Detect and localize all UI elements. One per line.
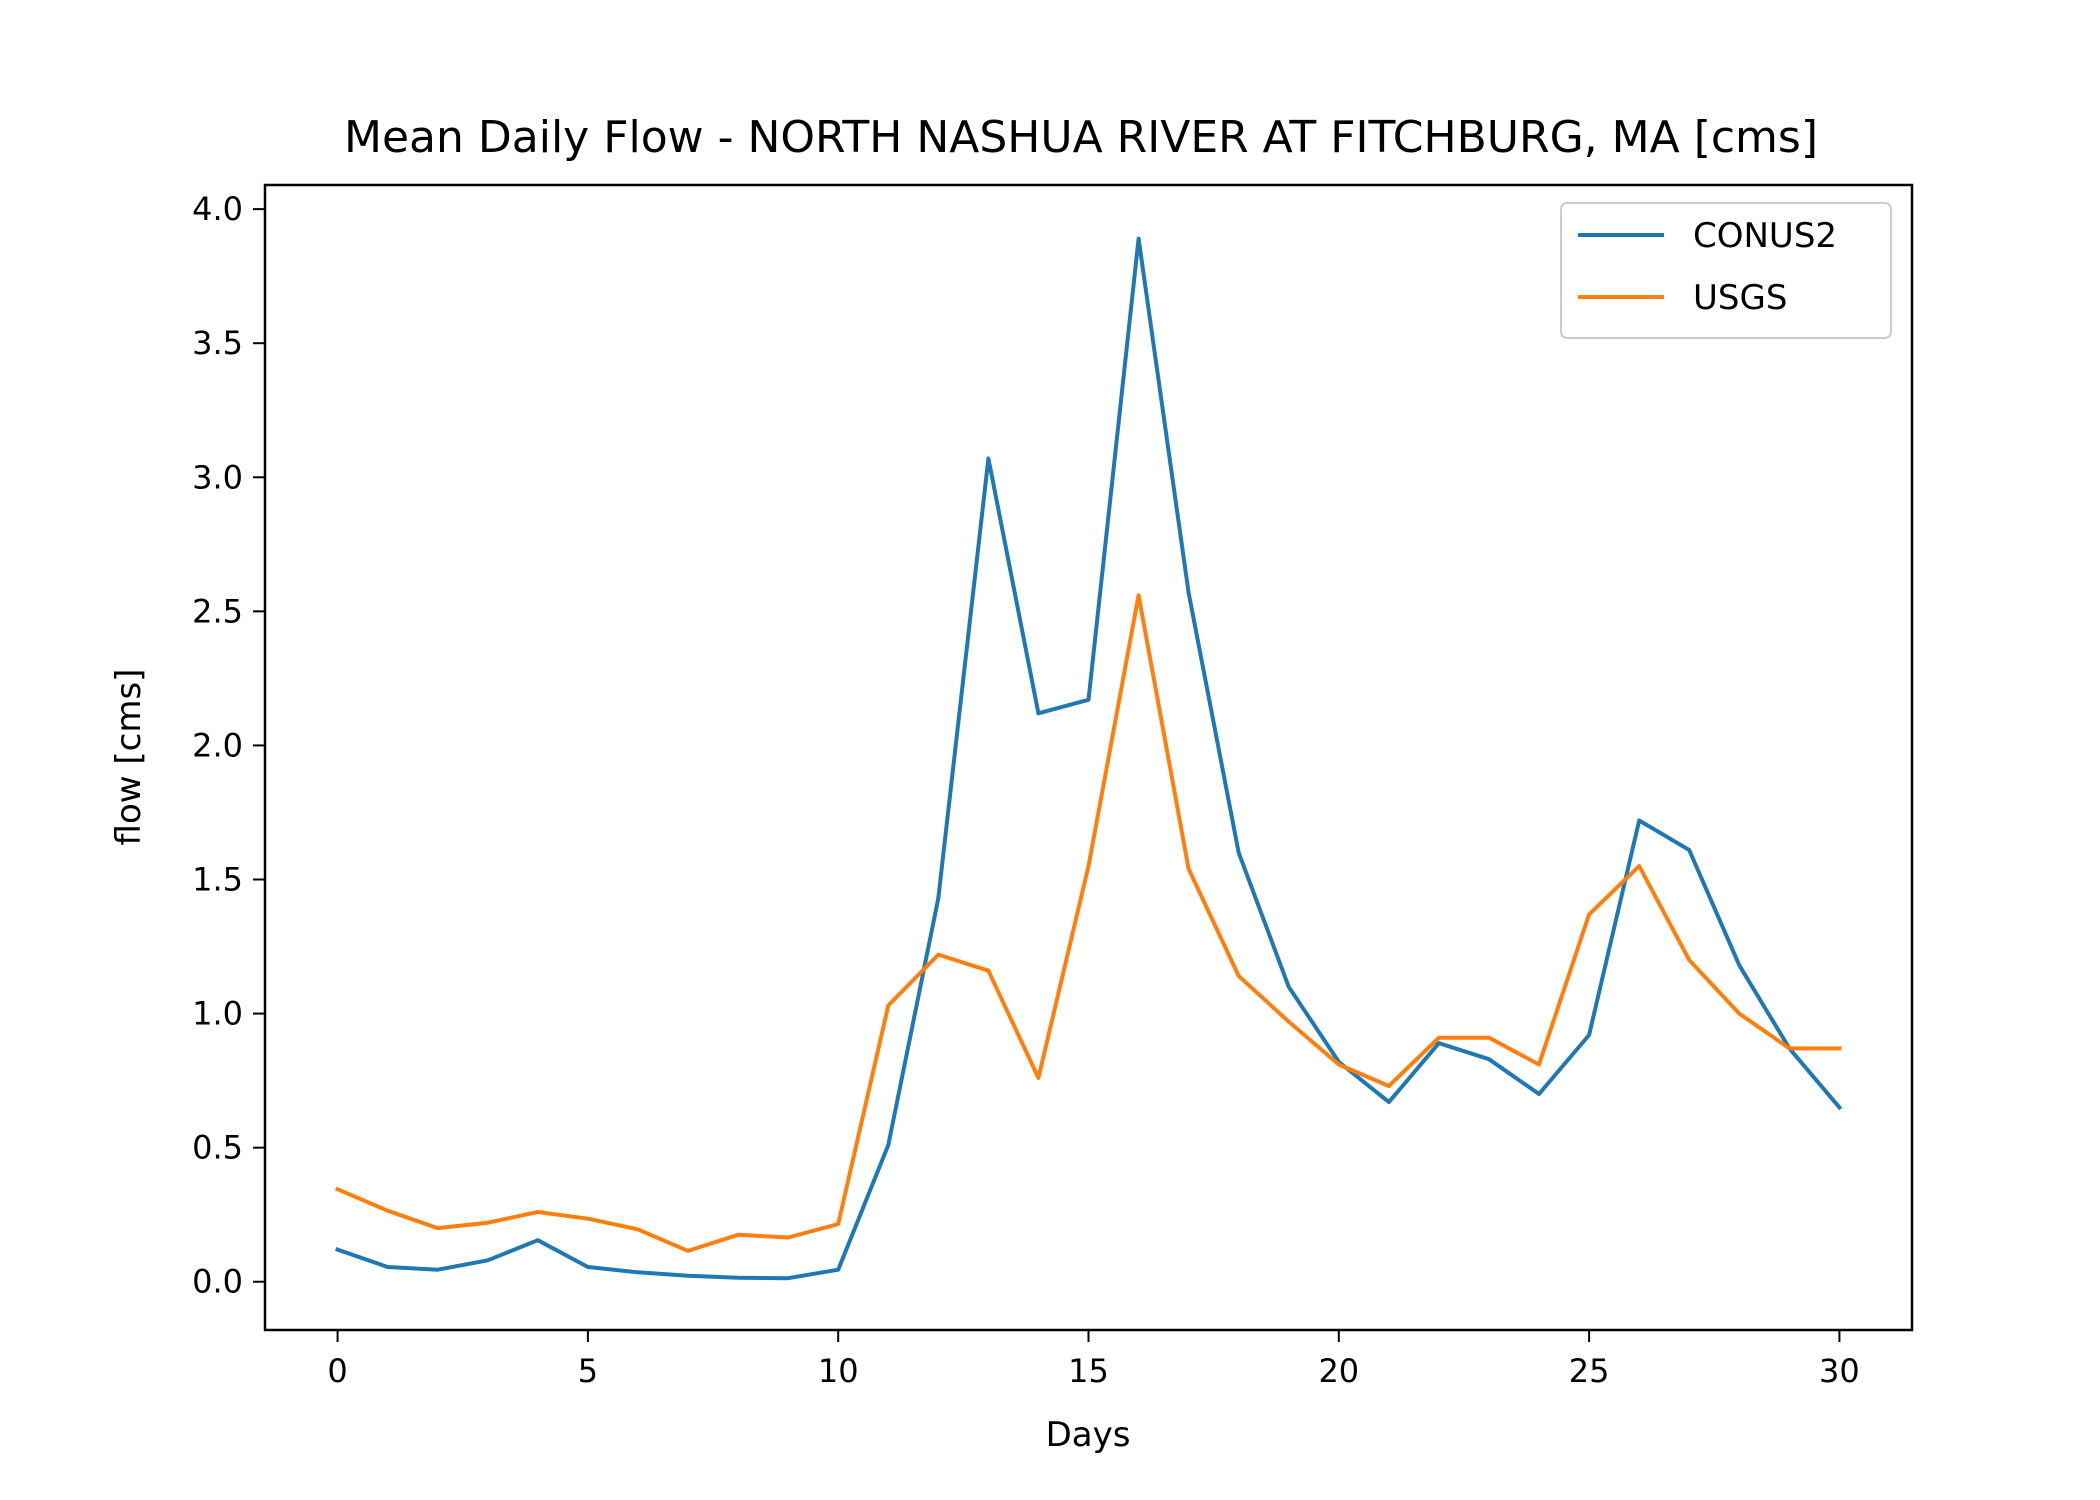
x-tick-label: 10 xyxy=(818,1352,859,1390)
x-tick-label: 0 xyxy=(327,1352,347,1390)
y-tick-label: 3.0 xyxy=(192,458,243,496)
series-line-usgs xyxy=(334,593,1842,1253)
x-tick-label: 15 xyxy=(1068,1352,1109,1390)
y-tick-label: 0.5 xyxy=(192,1129,243,1167)
y-tick-label: 0.0 xyxy=(192,1263,243,1301)
y-axis-title: flow [cms] xyxy=(109,669,149,846)
y-tick-label: 1.0 xyxy=(192,995,243,1033)
x-tick-label: 5 xyxy=(578,1352,598,1390)
y-tick-label: 4.0 xyxy=(192,190,243,228)
plot-frame xyxy=(263,183,1914,1332)
x-axis-title: Days xyxy=(1046,1415,1131,1455)
x-tick-label: 30 xyxy=(1819,1352,1860,1390)
y-tick-label: 2.5 xyxy=(192,592,243,630)
legend: CONUS2 USGS xyxy=(1560,202,1892,339)
legend-label-conus2: CONUS2 xyxy=(1693,216,1837,256)
x-tick-label: 25 xyxy=(1569,1352,1610,1390)
series-line-conus2 xyxy=(335,236,1843,1281)
x-tick-label: 20 xyxy=(1318,1352,1359,1390)
y-tick-label: 1.5 xyxy=(192,861,243,899)
legend-label-usgs: USGS xyxy=(1693,278,1787,318)
y-tick-label: 2.0 xyxy=(192,726,243,764)
chart-title: Mean Daily Flow - NORTH NASHUA RIVER AT … xyxy=(344,112,1818,163)
plot-area xyxy=(334,236,1843,1281)
y-axis: 0.0 0.5 1.0 1.5 2.0 2.5 3.0 3.5 4.0 xyxy=(192,190,265,1301)
x-axis: 0 5 10 15 20 25 30 xyxy=(327,1330,1860,1390)
y-tick-label: 3.5 xyxy=(192,324,243,362)
